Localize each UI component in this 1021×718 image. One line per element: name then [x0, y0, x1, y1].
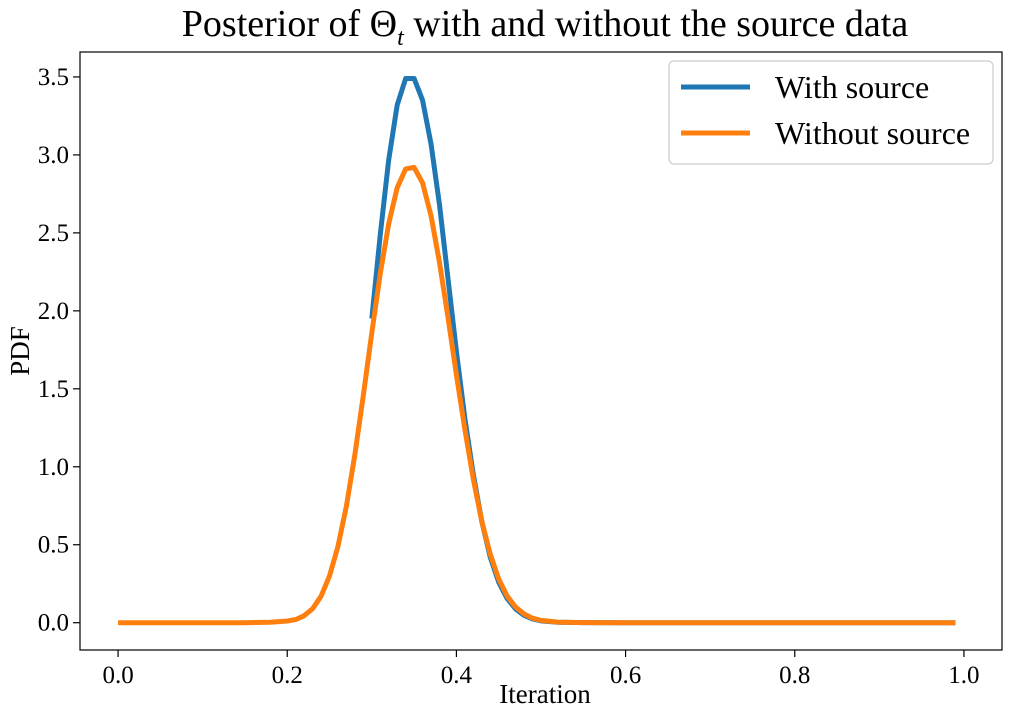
plot-area: 0.0 0.2 0.4 0.6 0.8 1.0 0.0 0.5 1.0 1.5 2.0 2.5 3.0…	[38, 51, 1003, 689]
legend-entries: With source Without source	[681, 69, 970, 151]
y-axis-ticks: 0.0 0.5 1.0 1.5 2.0 2.5 3.0 3.5	[38, 64, 80, 637]
x-axis-label: Iteration	[499, 679, 591, 709]
y-tick-label: 3.5	[38, 64, 69, 91]
plot-frame	[79, 51, 1003, 651]
legend-label-without-source: Without source	[775, 115, 970, 151]
x-tick-label: 1.0	[948, 662, 979, 689]
x-tick-label: 0.4	[441, 662, 473, 689]
x-tick-label: 0.6	[610, 662, 641, 689]
legend: With source Without source	[668, 60, 994, 165]
y-tick-label: 2.5	[38, 220, 69, 247]
series-line-without-source	[118, 164, 956, 626]
x-tick-label: 0.0	[102, 662, 133, 689]
x-axis-ticks: 0.0 0.2 0.4 0.6 0.8 1.0	[102, 650, 980, 689]
y-axis-label: PDF	[5, 326, 35, 376]
y-tick-label: 0.0	[38, 610, 69, 637]
legend-label-with-source: With source	[775, 69, 929, 105]
y-tick-label: 0.5	[38, 532, 69, 559]
y-tick-label: 3.0	[38, 142, 69, 169]
x-tick-label: 0.2	[272, 662, 303, 689]
y-tick-label: 1.0	[38, 454, 69, 481]
y-tick-label: 1.5	[38, 376, 69, 403]
x-tick-label: 0.8	[779, 662, 810, 689]
y-tick-label: 2.0	[38, 298, 69, 325]
series-layer	[118, 76, 956, 626]
chart-title: Posterior of Θt with and without the sou…	[182, 3, 909, 51]
